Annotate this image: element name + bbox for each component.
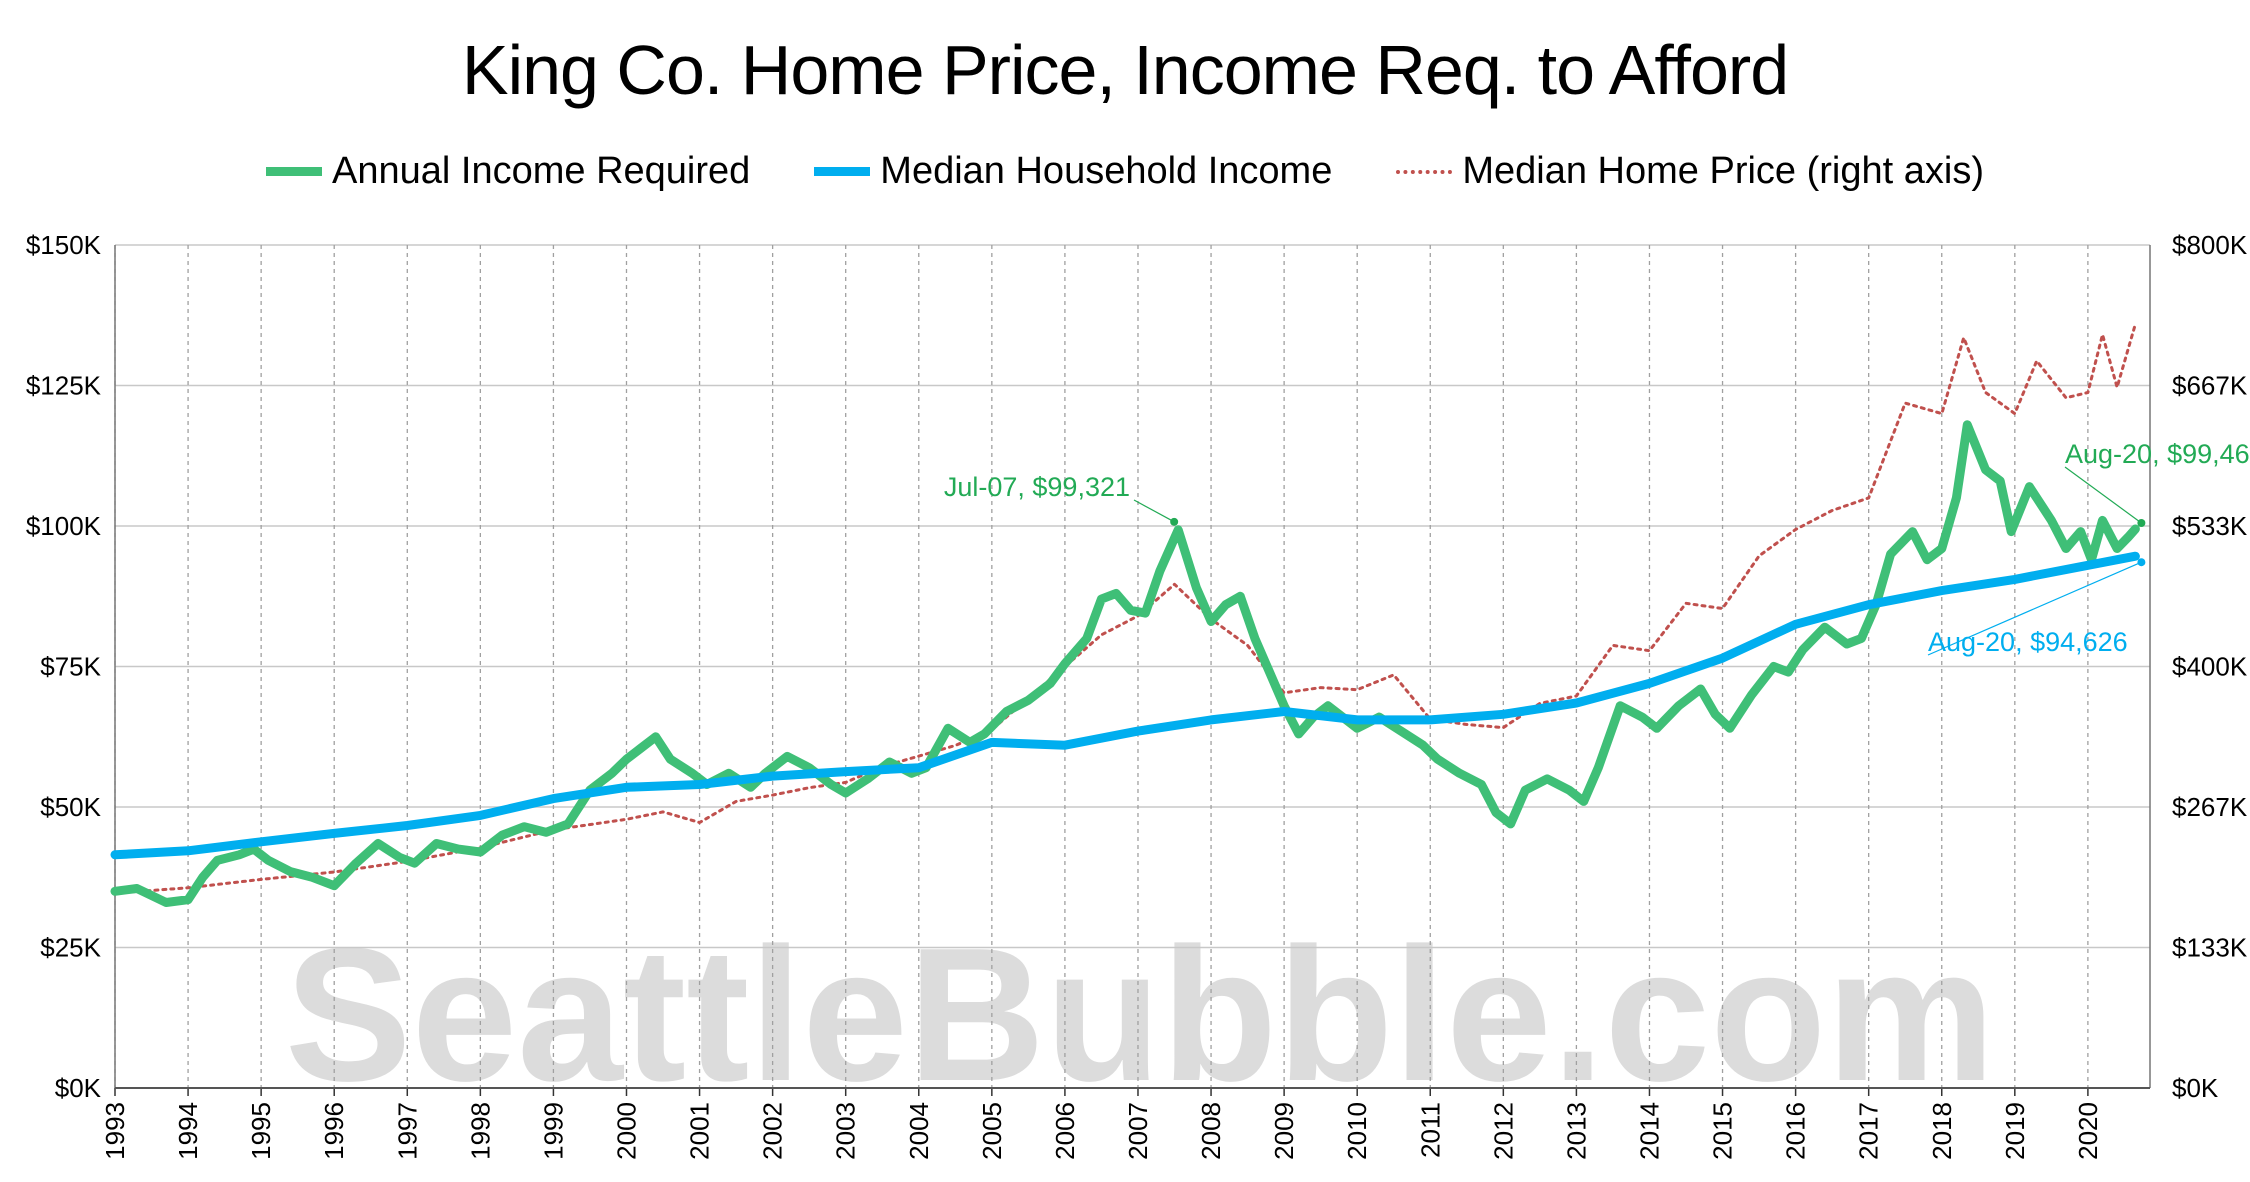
legend-swatch-green	[266, 167, 323, 176]
x-tick-label: 2001	[685, 1102, 715, 1160]
x-tick-label: 2012	[1488, 1102, 1518, 1160]
x-tick-label: 2009	[1269, 1102, 1299, 1160]
x-tick-label: 2005	[977, 1102, 1007, 1160]
x-tick-label: 2010	[1342, 1102, 1372, 1160]
x-tick-label: 2008	[1196, 1102, 1226, 1160]
x-tick-label: 2011	[1415, 1102, 1445, 1158]
y-right-tick-label: $800K	[2172, 230, 2248, 260]
x-tick-label: 2004	[904, 1102, 934, 1160]
x-tick-label: 2019	[2000, 1102, 2030, 1160]
watermark: SeattleBubble.com	[285, 909, 1995, 1121]
annotation-aug20-required-leader	[2064, 466, 2142, 524]
legend-item-annual-income-required: Annual Income Required	[266, 150, 750, 193]
annotation-peak-label: Jul-07, $99,321	[944, 472, 1130, 502]
y-right-tick-label: $667K	[2172, 371, 2248, 401]
legend-label: Annual Income Required	[332, 150, 751, 192]
x-tick-label: 2006	[1050, 1102, 1080, 1160]
y-left-tick-label: $0K	[55, 1073, 102, 1103]
x-tick-label: 1999	[538, 1102, 568, 1160]
y-left-tick-label: $100K	[26, 511, 102, 541]
series-annual-income-required	[110, 420, 2140, 907]
x-tick-label: 1994	[173, 1102, 203, 1160]
x-tick-label: 2007	[1123, 1102, 1153, 1160]
legend-swatch-red	[1396, 169, 1453, 174]
annotation-aug20-income-label: Aug-20, $94,626	[1928, 627, 2128, 657]
y-left-tick-label: $75K	[40, 652, 101, 682]
annotation-peak-marker	[1170, 517, 1179, 526]
annotation-aug20-income-marker	[2137, 558, 2146, 567]
y-right-tick-label: $400K	[2172, 652, 2248, 682]
y-left-tick-label: $50K	[40, 792, 101, 822]
x-tick-label: 2020	[2073, 1102, 2103, 1160]
x-tick-label: 1993	[100, 1102, 130, 1160]
series-median-household-income	[110, 551, 2140, 860]
annotation-aug20-required-label: Aug-20, $99,466	[2065, 439, 2250, 469]
x-tick-label: 2002	[758, 1102, 788, 1160]
x-tick-label: 1996	[319, 1102, 349, 1160]
y-right-tick-label: $0K	[2172, 1073, 2219, 1103]
y-left-tick-label: $25K	[40, 933, 101, 963]
x-tick-label: 1995	[246, 1102, 276, 1160]
x-tick-label: 1997	[392, 1102, 422, 1160]
x-tick-label: 2014	[1634, 1102, 1664, 1160]
x-tick-label: 2018	[1927, 1102, 1957, 1160]
annotation-aug20-income-leader	[1927, 561, 2142, 656]
chart-title: King Co. Home Price, Income Req. to Affo…	[461, 31, 1789, 109]
y-right-tick-label: $133K	[2172, 933, 2248, 963]
x-tick-label: 1998	[465, 1102, 495, 1160]
grid	[114, 244, 2150, 1088]
y-right-tick-label: $267K	[2172, 792, 2248, 822]
series-median-home-price	[113, 322, 2137, 895]
legend-label: Median Home Price (right axis)	[1462, 150, 1984, 192]
legend-item-median-home-price: Median Home Price (right axis)	[1396, 150, 1984, 193]
axes: $0K $25K $50K $75K $100K $125K $150K $0K $133K $2…	[26, 230, 2248, 1160]
legend-label: Median Household Income	[880, 150, 1333, 192]
annotation-aug20-required-marker	[2137, 519, 2146, 528]
x-tick-label: 2013	[1561, 1102, 1591, 1160]
x-tick-label: 2003	[831, 1102, 861, 1160]
annotation-peak-leader	[1133, 499, 1175, 523]
y-right-tick-label: $533K	[2172, 511, 2248, 541]
x-tick-label: 2016	[1781, 1102, 1811, 1160]
legend-item-median-household-income: Median Household Income	[814, 150, 1332, 193]
x-tick-label: 2015	[1708, 1102, 1738, 1160]
x-tick-label: 2017	[1854, 1102, 1884, 1160]
legend-swatch-blue	[814, 167, 871, 176]
annotations: Jul-07, $99,321 Aug-20, $99,466 Aug-20, $9…	[944, 439, 2250, 657]
x-tick-label: 2000	[611, 1102, 641, 1160]
legend: Annual Income Required Median Household …	[0, 150, 2250, 193]
y-left-tick-label: $125K	[26, 371, 102, 401]
series	[110, 322, 2140, 907]
y-left-tick-label: $150K	[26, 230, 102, 260]
